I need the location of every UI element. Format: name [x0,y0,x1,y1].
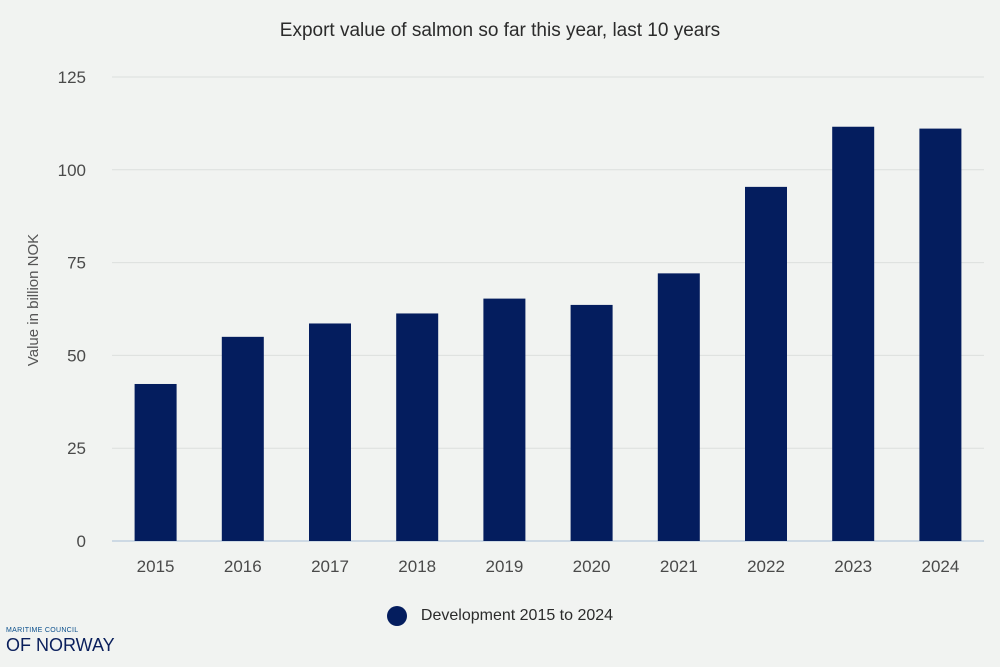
bar-2021 [657,273,700,541]
logo-bottom-text: OF NORWAY [6,635,115,655]
chart-title: Export value of salmon so far this year,… [279,20,721,41]
x-tick-label: 2020 [573,557,611,576]
x-tick-label: 2019 [485,557,523,576]
bar-2015 [134,383,177,541]
y-axis-label: Value in billion NOK [25,234,42,366]
y-tick-label: 25 [67,439,86,458]
legend: Development 2015 to 2024 [0,606,1000,626]
bar-2020 [570,304,613,541]
y-tick-label: 125 [58,68,86,87]
y-tick-label: 50 [67,346,86,365]
logo-top-text: MARITIME COUNCIL [6,627,79,634]
x-tick-label: 2021 [660,557,698,576]
bar-2023 [832,126,875,542]
x-axis-ticks: 2015 2016 2017 2018 2019 2020 2021 2022 2023 2024 [137,557,960,576]
x-tick-label: 2016 [224,557,262,576]
y-tick-label: 100 [58,161,86,180]
bar-2019 [483,298,526,541]
bar-2024 [919,128,962,541]
bar-2018 [396,313,439,541]
y-tick-label: 75 [67,254,86,273]
x-tick-label: 2023 [834,557,872,576]
logo: MARITIME COUNCIL OF NORWAY [6,627,115,656]
y-tick-label: 0 [77,532,86,551]
x-tick-label: 2015 [137,557,175,576]
legend-marker-icon [386,606,407,626]
x-tick-label: 2018 [398,557,436,576]
x-tick-label: 2022 [747,557,785,576]
bar-2022 [745,186,787,542]
legend-label: Development 2015 to 2024 [420,607,614,624]
y-axis-ticks: 0 25 50 75 100 125 [58,68,86,551]
bar-2017 [309,323,351,541]
x-tick-label: 2017 [311,557,349,576]
bar-2016 [221,336,264,541]
x-tick-label: 2024 [921,557,959,576]
bars [134,126,962,542]
